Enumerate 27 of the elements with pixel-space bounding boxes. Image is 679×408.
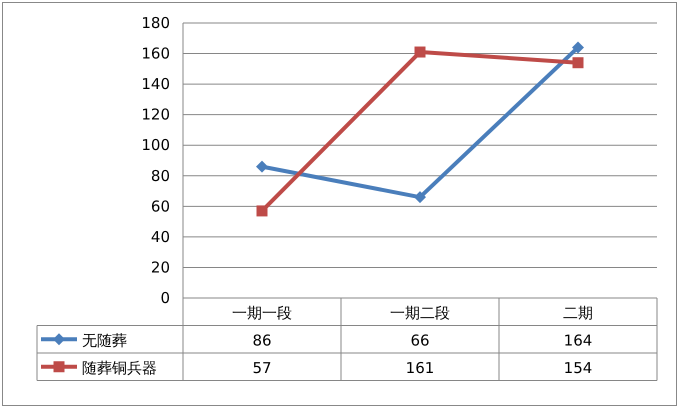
legend-label: 无随葬 xyxy=(82,331,127,350)
y-tick-label: 180 xyxy=(141,14,170,32)
y-tick-label: 140 xyxy=(141,75,170,94)
data-label: 86 xyxy=(252,331,272,350)
y-tick-label: 60 xyxy=(150,197,170,216)
point xyxy=(414,191,426,204)
data-label: 57 xyxy=(252,358,272,377)
y-tick-label: 20 xyxy=(150,258,170,276)
data-label: 66 xyxy=(410,331,430,350)
data-label: 164 xyxy=(564,331,592,350)
point xyxy=(256,205,268,216)
point xyxy=(414,46,426,58)
y-tick-label: 0 xyxy=(160,289,170,307)
x-tick-label: 二期 xyxy=(563,304,593,322)
x-tick-label: 一期一段 xyxy=(232,304,292,322)
point xyxy=(572,41,584,54)
y-tick-label: 100 xyxy=(141,136,170,154)
y-tick-label: 160 xyxy=(141,44,170,63)
point xyxy=(572,57,584,68)
legend-label: 随葬铜兵器 xyxy=(82,358,157,377)
point xyxy=(256,160,268,173)
y-tick-label: 40 xyxy=(150,228,170,246)
y-tick-label: 120 xyxy=(141,106,170,124)
data-label: 161 xyxy=(406,358,434,377)
y-tick-label: 80 xyxy=(150,166,170,185)
data-label: 154 xyxy=(564,358,592,377)
x-tick-label: 一期二段 xyxy=(390,304,450,322)
